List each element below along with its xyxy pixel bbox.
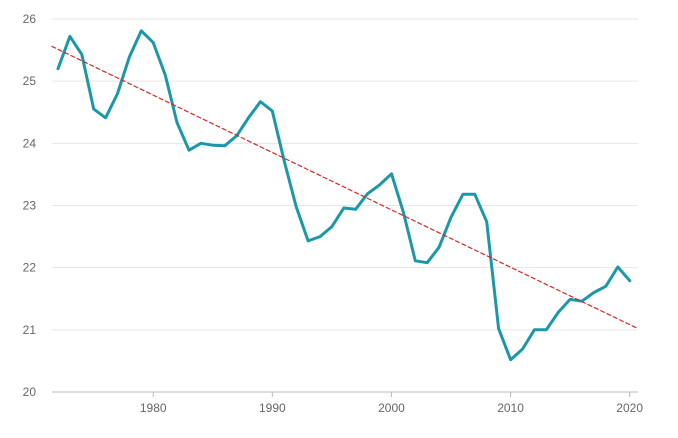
data-point [211, 143, 214, 147]
data-point [283, 160, 286, 163]
x-tick-label: 1990 [259, 401, 286, 415]
x-tick-label: 2010 [497, 401, 524, 415]
data-point [199, 142, 203, 145]
data-point [616, 265, 619, 269]
data-point [437, 245, 441, 249]
data-point [461, 193, 465, 196]
data-point [175, 121, 179, 125]
data-point [378, 183, 381, 187]
data-point [545, 328, 548, 332]
x-axis-ticks: 1980 1990 2000 2010 2020 [140, 392, 643, 415]
data-point [556, 311, 560, 314]
data-point [485, 220, 488, 223]
data-point [473, 193, 477, 196]
series-group [51, 29, 639, 362]
grid-lines [52, 18, 638, 393]
x-tick-label: 2000 [378, 401, 405, 415]
data-point [568, 298, 572, 301]
data-point [354, 208, 357, 211]
data-point [104, 116, 107, 120]
data-point [271, 109, 274, 113]
data-point [294, 205, 298, 208]
trend-line [51, 45, 639, 330]
data-point [402, 211, 405, 214]
y-tick-label: 24 [23, 136, 37, 150]
data-point [425, 261, 429, 264]
data-point [80, 53, 83, 56]
y-axis-ticks: 20 21 22 23 24 25 26 [23, 12, 37, 399]
data-point [521, 347, 524, 351]
data-point [306, 239, 310, 243]
data-point [152, 41, 155, 44]
data-point [163, 73, 167, 77]
data-point [366, 192, 369, 195]
y-tick-label: 21 [23, 323, 37, 337]
y-tick-label: 20 [23, 385, 37, 399]
data-point [56, 67, 60, 70]
x-tick-label: 1980 [140, 401, 167, 415]
data-point [592, 291, 596, 294]
y-tick-label: 22 [23, 261, 37, 275]
data-point [628, 279, 631, 282]
data-point [92, 107, 95, 111]
data-point [318, 235, 322, 238]
y-tick-label: 26 [23, 12, 37, 26]
data-point [187, 148, 191, 152]
data-point [68, 35, 72, 38]
data-point [497, 327, 500, 330]
data-point [330, 225, 334, 228]
data-point [604, 285, 608, 288]
series-line [56, 29, 632, 362]
x-tick-label: 2020 [616, 401, 643, 415]
y-tick-label: 23 [23, 199, 37, 213]
data-point [509, 358, 512, 361]
data-point [116, 92, 119, 95]
data-point [247, 116, 250, 120]
data-point [128, 55, 131, 59]
data-point [533, 328, 536, 332]
data-point [390, 172, 393, 175]
data-point [449, 216, 453, 219]
data-point [259, 100, 262, 103]
data-point [414, 259, 417, 263]
data-point [140, 29, 143, 33]
data-point [223, 144, 226, 148]
data-point [342, 206, 346, 210]
y-tick-label: 25 [23, 74, 37, 88]
